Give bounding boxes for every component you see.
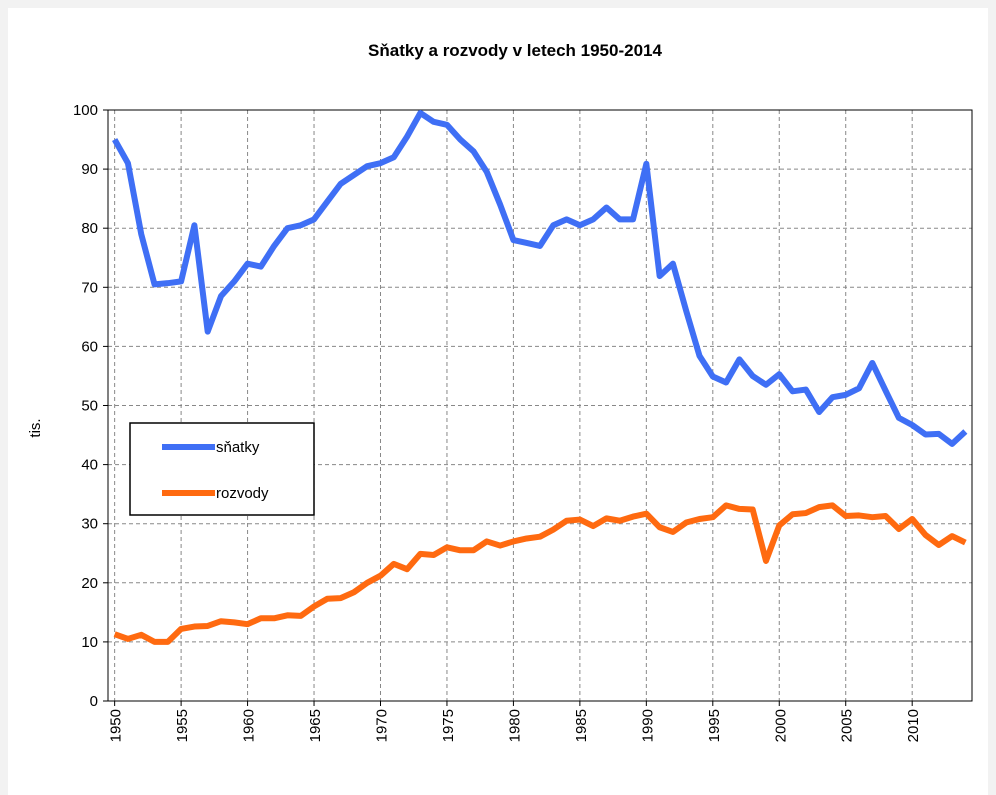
y-tick-label: 0 [90, 693, 98, 710]
legend-label: rozvody [216, 485, 269, 502]
x-tick-label: 1985 [573, 709, 590, 742]
plot-frame [107, 109, 973, 702]
y-tick-label: 90 [81, 161, 98, 178]
y-tick-label: 20 [81, 575, 98, 592]
chart-title: Sňatky a rozvody v letech 1950-2014 [368, 41, 662, 60]
y-tick-label: 100 [73, 102, 98, 119]
chart-background [8, 8, 988, 795]
legend-label: sňatky [216, 439, 260, 456]
x-tick-label: 1975 [440, 709, 457, 742]
legend-box [129, 422, 315, 516]
y-tick-label: 50 [81, 398, 98, 415]
y-tick-label: 70 [81, 279, 98, 296]
x-tick-label: 1970 [373, 709, 390, 742]
x-tick-label: 1955 [174, 709, 191, 742]
y-tick-label: 10 [81, 634, 98, 651]
y-axis-label: tis. [27, 418, 44, 437]
x-tick-label: 2010 [905, 709, 922, 742]
y-tick-label: 60 [81, 338, 98, 355]
x-tick-label: 1990 [639, 709, 656, 742]
x-tick-label: 2000 [772, 709, 789, 742]
x-tick-label: 2005 [839, 709, 856, 742]
line-series [112, 109, 968, 447]
y-tick-label: 40 [81, 457, 98, 474]
x-tick-label: 1980 [506, 709, 523, 742]
y-tick-label: 30 [81, 516, 98, 533]
x-tick-label: 1965 [307, 709, 324, 742]
line-series [113, 502, 967, 645]
x-tick-label: 1960 [241, 709, 258, 742]
x-tick-label: 1950 [108, 709, 125, 742]
x-tick-label: 1995 [706, 709, 723, 742]
y-tick-label: 80 [81, 220, 98, 237]
